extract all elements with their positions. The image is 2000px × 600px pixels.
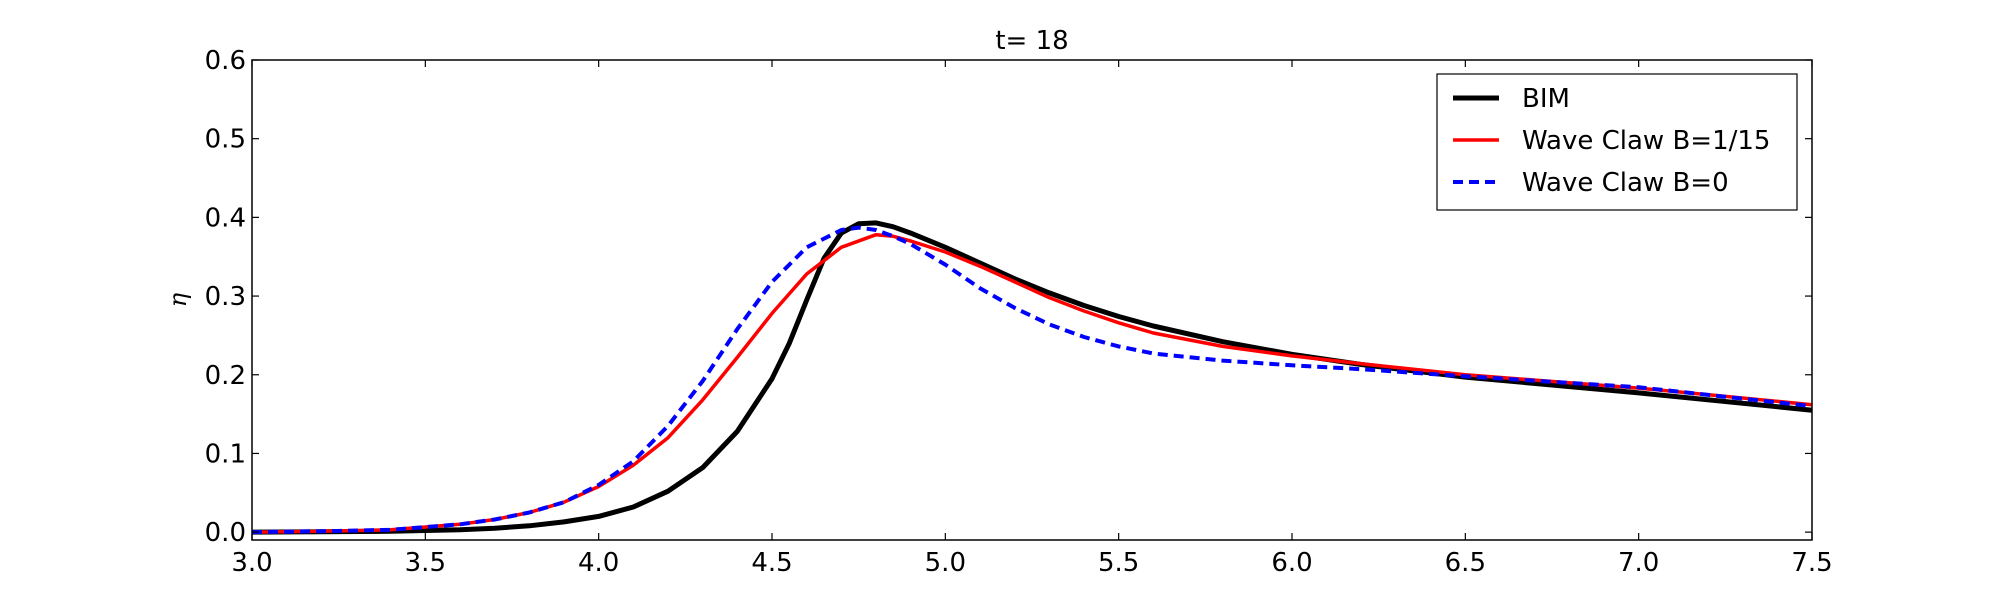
chart-title: t= 18 <box>995 26 1068 56</box>
y-tick-label: 0.0 <box>205 518 246 548</box>
series-line-0 <box>251 220 1813 535</box>
ticks-layer: 3.0 3.5 4.0 4.5 5.0 5.5 6.0 6.5 7.0 7.5 0.0 0.1 0.2 0… <box>205 46 1833 578</box>
x-tick-label: 5.5 <box>1098 548 1139 578</box>
x-tick-label: 7.0 <box>1618 548 1659 578</box>
y-tick-label: 0.5 <box>205 125 246 155</box>
y-tick-label: 0.6 <box>205 46 246 76</box>
x-tick-label: 3.5 <box>405 548 446 578</box>
series-layer <box>251 220 1813 535</box>
y-tick-label: 0.3 <box>205 282 246 312</box>
legend: BIM Wave Claw B=1/15 Wave Claw B=0 <box>1436 73 1798 211</box>
x-tick-label: 7.5 <box>1791 548 1832 578</box>
plot-frame <box>251 59 1813 541</box>
x-tick-label: 4.5 <box>751 548 792 578</box>
x-tick-label: 5.0 <box>925 548 966 578</box>
y-tick-label: 0.1 <box>205 439 246 469</box>
x-tick-label: 6.5 <box>1445 548 1486 578</box>
x-tick-label: 4.0 <box>578 548 619 578</box>
x-tick-label: 3.0 <box>231 548 272 578</box>
legend-label-1: Wave Claw B=1/15 <box>1522 126 1770 156</box>
y-tick-label: 0.4 <box>205 203 246 233</box>
series-line-2 <box>251 225 1813 535</box>
y-axis-label: η <box>164 292 192 307</box>
x-tick-label: 6.0 <box>1271 548 1312 578</box>
legend-label-2: Wave Claw B=0 <box>1522 168 1729 198</box>
legend-label-0: BIM <box>1522 84 1570 114</box>
y-tick-label: 0.2 <box>205 361 246 391</box>
